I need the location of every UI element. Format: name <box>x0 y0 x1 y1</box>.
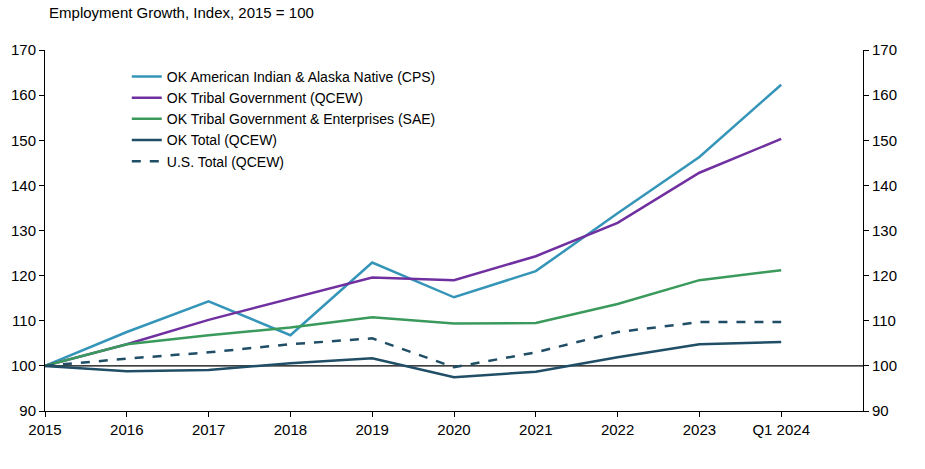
svg-text:110: 110 <box>12 312 36 329</box>
svg-text:OK Tribal Government & Enterpr: OK Tribal Government & Enterprises (SAE) <box>167 111 435 127</box>
svg-text:2021: 2021 <box>519 421 552 438</box>
svg-text:160: 160 <box>11 86 36 103</box>
svg-text:2022: 2022 <box>601 421 634 438</box>
svg-text:150: 150 <box>872 132 897 149</box>
svg-text:2017: 2017 <box>192 421 225 438</box>
svg-text:2023: 2023 <box>683 421 716 438</box>
svg-text:130: 130 <box>872 222 897 239</box>
svg-text:Q1 2024: Q1 2024 <box>752 421 810 438</box>
svg-text:130: 130 <box>11 222 36 239</box>
svg-text:140: 140 <box>11 177 36 194</box>
svg-text:140: 140 <box>872 177 897 194</box>
svg-text:170: 170 <box>11 41 36 58</box>
svg-text:150: 150 <box>11 132 36 149</box>
svg-text:100: 100 <box>11 357 36 374</box>
svg-text:OK American Indian & Alaska Na: OK American Indian & Alaska Native (CPS) <box>167 69 435 85</box>
svg-text:170: 170 <box>872 41 897 58</box>
svg-text:2015: 2015 <box>28 421 61 438</box>
svg-text:90: 90 <box>19 402 36 419</box>
svg-text:2016: 2016 <box>110 421 143 438</box>
svg-text:U.S. Total (QCEW): U.S. Total (QCEW) <box>167 154 284 170</box>
svg-text:OK Tribal Government (QCEW): OK Tribal Government (QCEW) <box>167 90 363 106</box>
svg-text:160: 160 <box>872 86 897 103</box>
svg-text:90: 90 <box>872 402 889 419</box>
svg-text:120: 120 <box>11 267 36 284</box>
svg-text:OK Total (QCEW): OK Total (QCEW) <box>167 132 277 148</box>
svg-text:2019: 2019 <box>356 421 389 438</box>
svg-text:100: 100 <box>872 357 897 374</box>
svg-text:120: 120 <box>872 267 897 284</box>
svg-text:2020: 2020 <box>437 421 470 438</box>
svg-text:2018: 2018 <box>274 421 307 438</box>
svg-text:110: 110 <box>872 312 896 329</box>
svg-text:Employment Growth, Index, 2015: Employment Growth, Index, 2015 = 100 <box>49 4 314 21</box>
